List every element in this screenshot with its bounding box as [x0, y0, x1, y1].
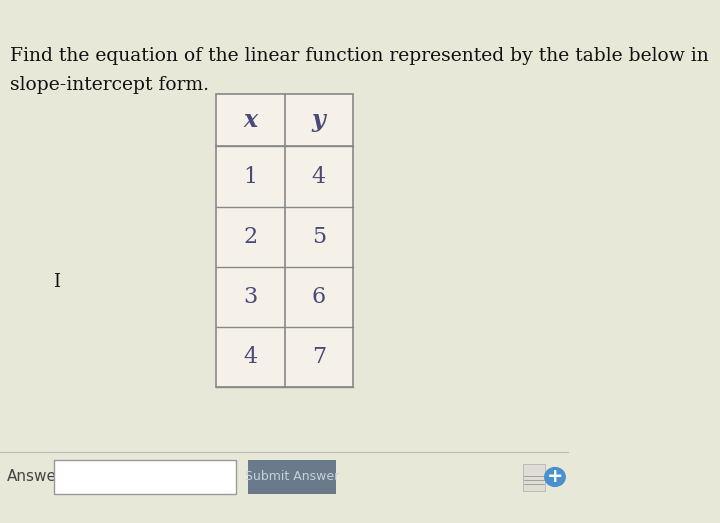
FancyBboxPatch shape	[248, 460, 336, 494]
Text: 4: 4	[312, 165, 326, 188]
FancyBboxPatch shape	[523, 464, 545, 491]
Text: x: x	[243, 108, 258, 132]
Text: Submit Answer: Submit Answer	[245, 471, 339, 483]
Text: 1: 1	[243, 165, 258, 188]
Circle shape	[545, 468, 565, 486]
Text: 4: 4	[243, 346, 258, 368]
Text: 2: 2	[243, 225, 258, 248]
Text: I: I	[53, 274, 60, 291]
FancyBboxPatch shape	[54, 460, 236, 494]
FancyBboxPatch shape	[216, 94, 353, 387]
Text: y: y	[312, 108, 325, 132]
Text: Find the equation of the linear function represented by the table below in: Find the equation of the linear function…	[10, 47, 709, 65]
Text: Answer:: Answer:	[6, 470, 68, 484]
Text: 3: 3	[243, 286, 258, 308]
Text: slope-intercept form.: slope-intercept form.	[10, 76, 210, 94]
Text: 7: 7	[312, 346, 326, 368]
Text: +: +	[546, 468, 563, 486]
Text: 5: 5	[312, 225, 326, 248]
Text: 6: 6	[312, 286, 326, 308]
